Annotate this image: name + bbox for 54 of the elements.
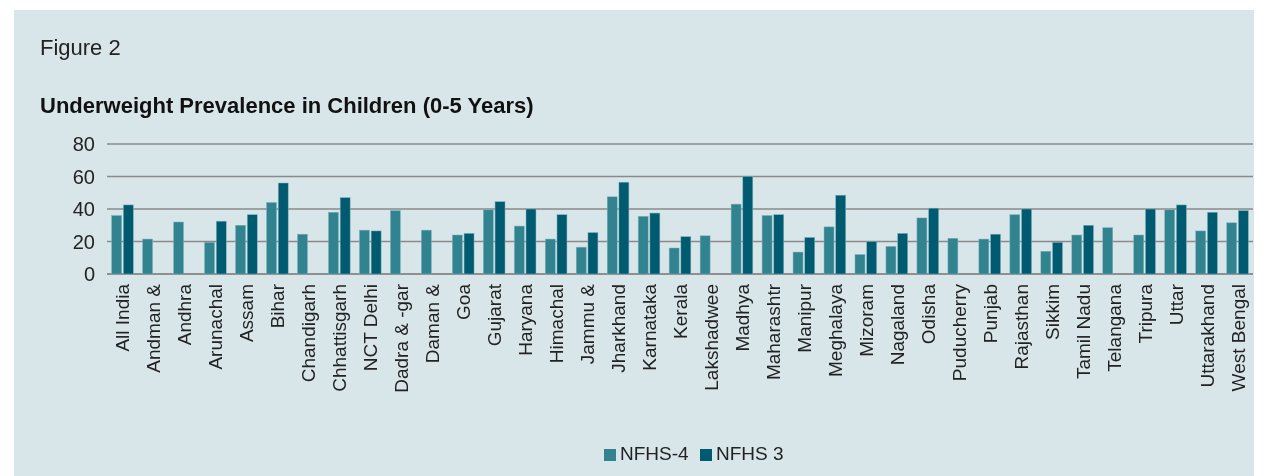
x-tick-label: Karnataka (639, 283, 661, 371)
y-tick-label: 40 (72, 198, 95, 220)
bar (421, 229, 432, 275)
x-tick-label: Kerala (670, 283, 691, 339)
x-tick-label: Assam (236, 284, 258, 343)
bar (699, 235, 711, 275)
x-tick-label: Bihar (267, 283, 289, 329)
bar (947, 238, 959, 275)
x-tick-label: Haryana (515, 283, 537, 356)
x-tick-label: Rajasthan (1010, 284, 1032, 370)
x-tick-label: Tripura (1134, 283, 1156, 344)
x-tick-label: All India (112, 283, 134, 352)
x-tick-label: Puducherry (948, 283, 970, 382)
x-tick-label: Lakshadwee (700, 284, 722, 391)
x-tick-label: Meghalaya (824, 283, 846, 377)
bar (1102, 227, 1113, 275)
x-tick-label: Uttarakhand (1196, 284, 1218, 388)
x-tick-label: Maharashtr (762, 283, 784, 381)
x-tick-label: Andman & (143, 283, 165, 373)
x-tick-label: NCT Delhi (360, 284, 382, 372)
x-tick-label: Goa (453, 283, 475, 320)
y-tick-label: 60 (72, 165, 95, 188)
x-tick-label: Uttar (1165, 283, 1187, 326)
x-tick-label: Jharkhand (608, 284, 630, 373)
caption: Figure 2 (40, 35, 121, 60)
x-tick-label: Chandigarh (298, 284, 320, 383)
x-tick-label: Himachal (546, 284, 568, 364)
x-tick-label: Mizoram (855, 284, 877, 357)
x-tick-label: Daman & (422, 283, 444, 364)
x-tick-label: Punjab (979, 284, 1001, 344)
y-tick-label: 0 (83, 263, 95, 285)
x-tick-label: Madhya (731, 283, 753, 352)
bar (142, 238, 153, 275)
legend-label: NFHS 3 (716, 443, 784, 464)
x-tick-label: Andhra (174, 283, 196, 346)
x-tick-label: Chhattisgarh (329, 284, 351, 392)
y-tick-label: 80 (72, 133, 95, 155)
bar (297, 233, 308, 275)
x-tick-label: Sikkim (1041, 284, 1063, 340)
x-tick-label: Odisha (917, 283, 939, 345)
x-tick-label: Nagaland (886, 284, 908, 366)
x-tick-label: Jammu & (577, 283, 599, 365)
x-tick-label: Manipur (793, 283, 815, 353)
legend-label: NFHS-4 (620, 443, 690, 464)
x-tick-label: West Bengal (1227, 284, 1249, 392)
bar (390, 210, 401, 275)
x-tick-label: Dadra & -gar (391, 283, 413, 393)
chart-title: Underweight Prevalence in Children (0-5 Years) (40, 93, 534, 118)
bar (173, 221, 184, 275)
x-tick-label: Telangana (1103, 283, 1125, 372)
x-tick-label: Tamil Nadu (1072, 284, 1094, 380)
x-tick-label: Gujarat (484, 283, 506, 347)
y-tick-label: 20 (72, 230, 95, 253)
x-tick-label: Arunachal (205, 284, 227, 370)
